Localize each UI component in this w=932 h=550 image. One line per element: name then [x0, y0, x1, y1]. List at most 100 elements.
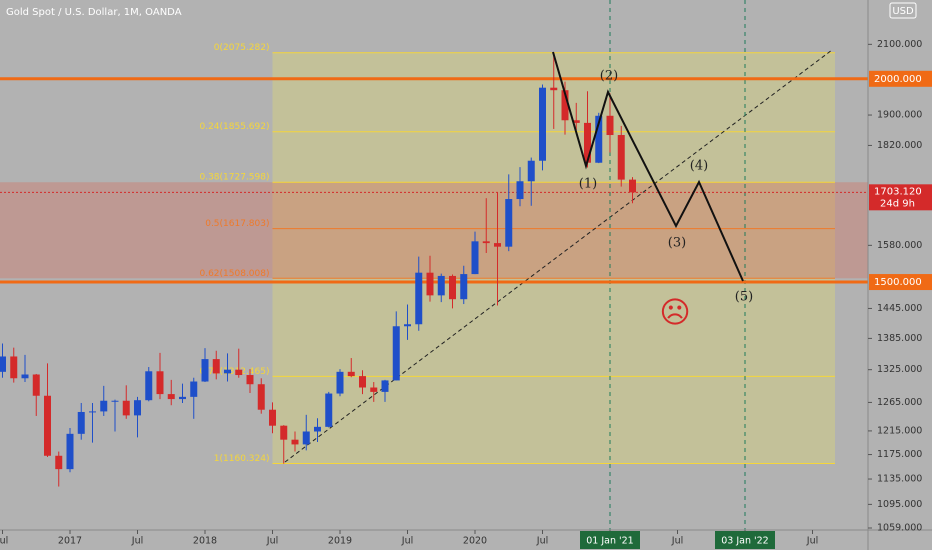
candle-body — [505, 199, 513, 247]
fib-label: 0.5(1617.803) — [205, 219, 269, 229]
y-tick-label: 1215.000 — [877, 425, 922, 436]
candle-body — [145, 371, 153, 401]
wave-label: (4) — [690, 159, 708, 174]
candle-body — [111, 400, 119, 402]
wave-label: (1) — [579, 177, 597, 192]
overlay: Gold Spot / U.S. Dollar, 1M, OANDA USD — [6, 2, 917, 19]
candle-body — [471, 241, 479, 275]
candle-body — [370, 387, 378, 392]
candle-body — [77, 411, 85, 434]
candle-body — [156, 371, 164, 395]
candle-body — [89, 411, 96, 413]
y-tick-label: 1095.000 — [877, 499, 922, 510]
candle-body — [629, 179, 636, 193]
countdown: 24d 9h — [880, 198, 915, 209]
candle-body — [100, 400, 108, 412]
candle-body — [392, 326, 400, 381]
candle-body — [55, 455, 63, 470]
level-tag — [869, 70, 932, 87]
y-tick-label: 1900.000 — [877, 110, 922, 121]
candle-body — [269, 409, 276, 426]
x-tick-label: Jul — [806, 536, 818, 547]
candle-body — [235, 369, 243, 376]
x-tick-highlight — [580, 531, 640, 549]
candle-body — [21, 374, 29, 379]
candle-body — [134, 400, 141, 416]
candle-body — [291, 439, 299, 445]
candle-body — [32, 374, 40, 396]
candle-body — [302, 431, 310, 445]
candle-body — [437, 275, 445, 296]
x-tick-label: 2019 — [328, 536, 352, 547]
level-label: 2000.000 — [874, 74, 922, 85]
y-tick-label: 1580.000 — [877, 240, 922, 251]
candle-body — [359, 376, 366, 388]
currency-box — [889, 2, 917, 19]
x-tick-label: 2017 — [58, 536, 82, 547]
y-tick-label: 1820.000 — [877, 140, 922, 151]
candle-body — [325, 393, 333, 427]
candle-body — [336, 371, 344, 394]
candle-body — [404, 324, 411, 327]
x-tick-label: 03 Jan '22 — [721, 536, 768, 547]
candle-body — [167, 394, 175, 400]
fib-label: 0.62(1508.008) — [199, 269, 269, 279]
wave-label: (2) — [600, 69, 618, 84]
wave-label: (5) — [735, 290, 753, 305]
x-tick-label: 01 Jan '21 — [586, 536, 633, 547]
chart-title: Gold Spot / U.S. Dollar, 1M, OANDA — [6, 7, 182, 18]
x-tick-label: Jul — [266, 536, 278, 547]
candle-body — [257, 384, 265, 410]
last-price-tag — [869, 184, 932, 211]
y-tick-label: 1265.000 — [877, 397, 922, 408]
currency: USD — [892, 6, 914, 17]
x-tick-label: Jul — [0, 536, 8, 547]
y-tick-label: 1135.000 — [877, 474, 922, 485]
wave-path — [552, 51, 744, 282]
y-tick-label: 2100.000 — [877, 39, 922, 50]
plot-area: 0(2075.282) 0.24(1855.692) 0.38(1727.598) 0… — [0, 0, 868, 530]
y-tick-label: 1445.000 — [877, 303, 922, 314]
trend-line — [284, 49, 833, 463]
zone — [0, 182, 868, 279]
candle-body — [10, 356, 18, 379]
candle-body — [314, 426, 321, 432]
candle-body — [179, 396, 186, 400]
candle-body — [482, 241, 490, 244]
candle-body — [0, 356, 6, 372]
x-tick-label: Jul — [401, 536, 413, 547]
candle-body — [122, 400, 130, 416]
candle-body — [606, 115, 614, 136]
candle-body — [539, 87, 546, 161]
x-tick-label: Jul — [671, 536, 683, 547]
x-tick-label: 2020 — [463, 536, 487, 547]
candle-body — [280, 425, 288, 440]
axes: 2000.000 1500.000 2100.000 1900.000 1820.000… — [0, 39, 932, 549]
fib-label: 0(2075.282) — [214, 43, 270, 53]
x-tick-highlight — [715, 531, 775, 549]
fib-label: 0.24(1855.692) — [199, 122, 269, 132]
fib-label: 1(1160.324) — [214, 454, 270, 464]
candle-body — [527, 160, 535, 182]
fib-label: 0.38(1727.598) — [199, 173, 269, 183]
candle-body — [516, 181, 524, 200]
candle-body — [44, 395, 51, 456]
candle-body — [381, 380, 389, 392]
candle-body — [426, 272, 434, 296]
candle-body — [66, 433, 74, 470]
candle-body — [190, 381, 198, 397]
candle-body — [347, 371, 355, 377]
candle-body — [460, 274, 468, 300]
candle-body — [212, 359, 220, 374]
fib-label: 0.79(1312.465) — [199, 367, 269, 377]
x-tick-label: Jul — [536, 536, 548, 547]
candle-body — [595, 115, 603, 163]
x-tick-label: Jul — [131, 536, 143, 547]
y-tick-label: 1175.000 — [877, 449, 922, 460]
candle-body — [449, 275, 456, 300]
candle-body — [572, 120, 580, 123]
level-label: 1500.000 — [874, 277, 922, 288]
level-tag — [869, 274, 932, 291]
candle-body — [494, 243, 501, 247]
